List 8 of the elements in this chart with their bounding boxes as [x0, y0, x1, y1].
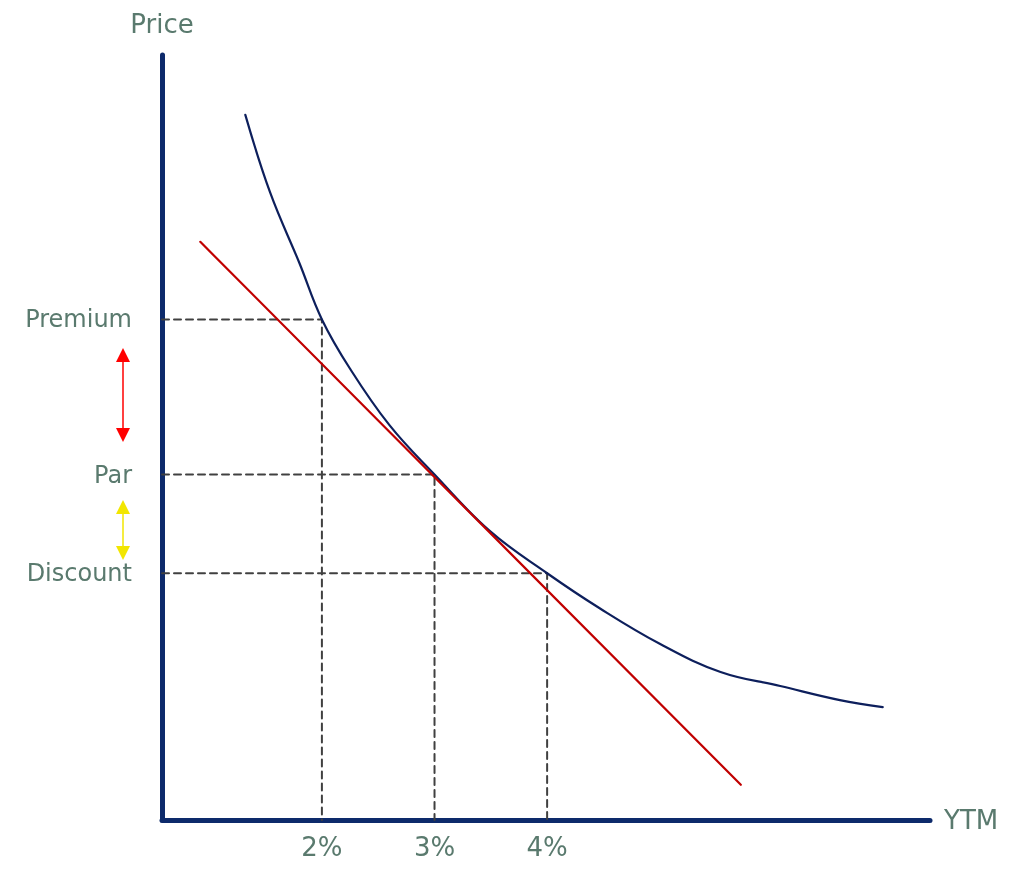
text: Par: [94, 460, 133, 489]
x-axis-title: YTM: [943, 805, 999, 835]
x-tick-label: 2%: [301, 832, 343, 862]
text: Premium: [25, 305, 132, 334]
y-axis-title: Price: [130, 9, 194, 39]
x-tick-label: 4%: [526, 832, 568, 862]
text: Discount: [26, 559, 132, 588]
x-tick-label: 3%: [413, 832, 456, 862]
